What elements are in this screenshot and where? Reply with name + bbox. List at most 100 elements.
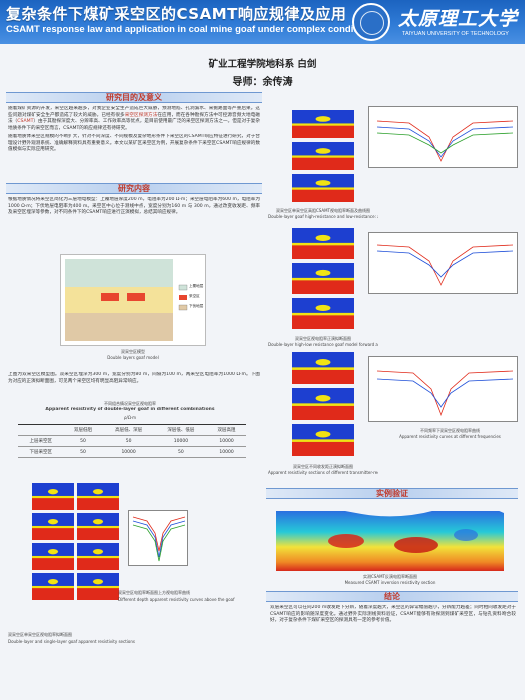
poster-title-en: CSAMT response law and application in co… — [6, 24, 377, 35]
high-resistivity-band — [77, 497, 119, 510]
resistivity-section-panel — [292, 388, 354, 420]
table-cell: 下层采空区 — [18, 446, 64, 458]
transition-band — [292, 242, 354, 246]
resistivity-section-panel — [292, 424, 354, 456]
legend-label-underlying: 下伏地层 — [189, 304, 204, 308]
anomaly-3 — [454, 529, 478, 541]
background-paragraph-2: 随着地质体采空区规模的不断扩大，针对不同深度、不同规模及复杂地形条件下采空区的C… — [8, 134, 260, 153]
resistivity-section-panel — [292, 263, 354, 294]
background-highlight-a: 采空区探测方法 — [124, 112, 158, 118]
high-resistivity-band — [292, 280, 354, 294]
bottom-mid-caption-en: Different depth apparent resistivity cur… — [118, 597, 235, 602]
section-title-background: 研究目的及意义 — [6, 92, 262, 103]
table-unit: ρ/Ω·m — [123, 415, 137, 420]
transition-band — [292, 155, 354, 158]
table-cell: 50 — [63, 435, 103, 447]
fig1-caption-cn: 双采空区单采空区高阻CSAMT视电阻率断面及曲线图 — [275, 208, 371, 213]
bottom-left-sections-grid — [32, 483, 120, 603]
background-highlight-b: CSAMT — [17, 119, 34, 125]
goaf-anomaly — [315, 431, 331, 438]
content-paragraph-1: 根据地质情况将采空区简化为三层地电模型：上覆地层厚度200 m，电阻率为200 … — [8, 197, 260, 216]
goaf-anomaly — [315, 395, 331, 402]
fig3-caption-cn: 双采空区不同收发距正演拟断面图 — [293, 464, 353, 469]
goaf-anomaly — [315, 116, 331, 122]
transition-band — [77, 585, 119, 589]
goaf-model-figure: 上覆地层 采空区 下伏地层 — [60, 254, 206, 346]
high-resistivity-band — [32, 527, 74, 540]
bottom-left-caption-en: Double-layer and single-layer goaf appar… — [8, 639, 135, 644]
application-caption-en: Measured CSAMT inversion resistivity sec… — [344, 580, 436, 585]
goaf-anomaly — [315, 234, 331, 242]
curve-red — [376, 244, 514, 286]
resistivity-table: 双层低阻 高层低、深层 深层低、低层 双层高阻 上层采空区 50 50 1000… — [18, 424, 246, 458]
resistivity-section-panel — [32, 573, 74, 600]
goaf-anomaly — [315, 180, 331, 186]
high-resistivity-band — [292, 245, 354, 259]
table-row: 下层采空区 50 10000 50 10000 — [18, 446, 246, 458]
section-background — [276, 511, 504, 571]
right-curve-plot-2 — [368, 232, 518, 294]
goaf-anomaly — [315, 304, 331, 312]
transition-band — [292, 403, 354, 406]
transition-band — [292, 277, 354, 281]
model-caption-en: Double layers goaf model — [107, 355, 159, 360]
resistivity-section-panel — [77, 483, 119, 510]
university-name-cn: 太原理工大学 — [398, 8, 519, 30]
goaf-anomaly — [92, 488, 104, 495]
high-resistivity-band — [292, 125, 354, 138]
goaf-anomaly — [315, 359, 331, 366]
legend-label-overburden: 上覆地层 — [189, 284, 204, 288]
table-cell: 上层采空区 — [18, 435, 64, 447]
background-text-a: 随着煤矿资源的开发，采空区越来越多，对我企业安全生产造成巨大威胁，预测地陷、孔洞… — [8, 106, 260, 118]
university-name-en: TAIYUAN UNIVERSITY OF TECHNOLOGY — [402, 31, 509, 37]
resistivity-section-panel — [77, 573, 119, 600]
table-cell: 10000 — [207, 435, 246, 447]
transition-band — [32, 495, 74, 499]
resistivity-section-panel — [77, 513, 119, 540]
poster-title-cn: 复杂条件下煤矿采空区的CSAMT响应规律及应用 — [6, 5, 347, 23]
table-title-cn: 不同组合情况采空区视电阻率 — [104, 401, 156, 406]
section-title-application: 实例验证 — [266, 488, 518, 499]
section-title-content: 研究内容 — [6, 183, 262, 194]
resistivity-section-panel — [292, 228, 354, 259]
advisor: 导师：余传涛 — [232, 77, 293, 88]
fig3-caption-en: Apparent resistivity sections of differe… — [268, 470, 378, 475]
right-curve-plot-3 — [368, 356, 518, 422]
curve-green — [132, 524, 186, 562]
inversion-section-image — [276, 505, 504, 571]
curve-blue — [376, 126, 514, 158]
bottom-left-caption-cn: 双采空区单采空区视电阻率拟断面图 — [8, 632, 72, 637]
transition-band — [292, 123, 354, 126]
right-curve-svg-1 — [376, 120, 514, 162]
table-cell: 10000 — [102, 446, 155, 458]
transition-band — [77, 495, 119, 499]
goaf-anomaly — [47, 518, 59, 525]
curve-green — [376, 132, 514, 154]
background-paragraph: 随着煤矿资源的开发，采空区越来越多，对我企业安全生产造成巨大威胁，预测地陷、孔洞… — [8, 106, 260, 174]
table-cell: 10000 — [154, 435, 208, 447]
high-resistivity-band — [77, 527, 119, 540]
goaf-anomaly — [92, 578, 104, 585]
fig1-caption-en: Double-layer goaf high-resistance and lo… — [268, 214, 378, 219]
curve-red — [132, 516, 186, 552]
high-resistivity-band — [77, 587, 119, 600]
section-title-conclusion: 结论 — [266, 591, 518, 602]
table-header-cell: 高层低、深层 — [102, 424, 155, 436]
curve-blue — [376, 378, 514, 408]
table-cell: 50 — [63, 446, 103, 458]
anomaly-1 — [328, 534, 364, 548]
resistivity-section-panel — [292, 174, 354, 202]
curve-blue — [376, 250, 514, 278]
fig2-caption-cn: 双采空区视电阻率正演拟断面图 — [295, 336, 351, 341]
high-resistivity-band — [77, 557, 119, 570]
background-text-b: 在应用，而在各种勘探方法中可控源音频大地电磁法（ — [8, 112, 260, 125]
high-resistivity-band — [292, 189, 354, 202]
depth-curve-plot — [128, 510, 188, 566]
transition-band — [32, 585, 74, 589]
goaf-block-2 — [127, 293, 145, 301]
goaf-anomaly — [92, 548, 104, 555]
fig2-caption-en: Double-layer high-low resistance goaf mo… — [268, 342, 378, 347]
goaf-anomaly — [92, 518, 104, 525]
transition-band — [292, 312, 354, 316]
resistivity-section-panel — [32, 543, 74, 570]
